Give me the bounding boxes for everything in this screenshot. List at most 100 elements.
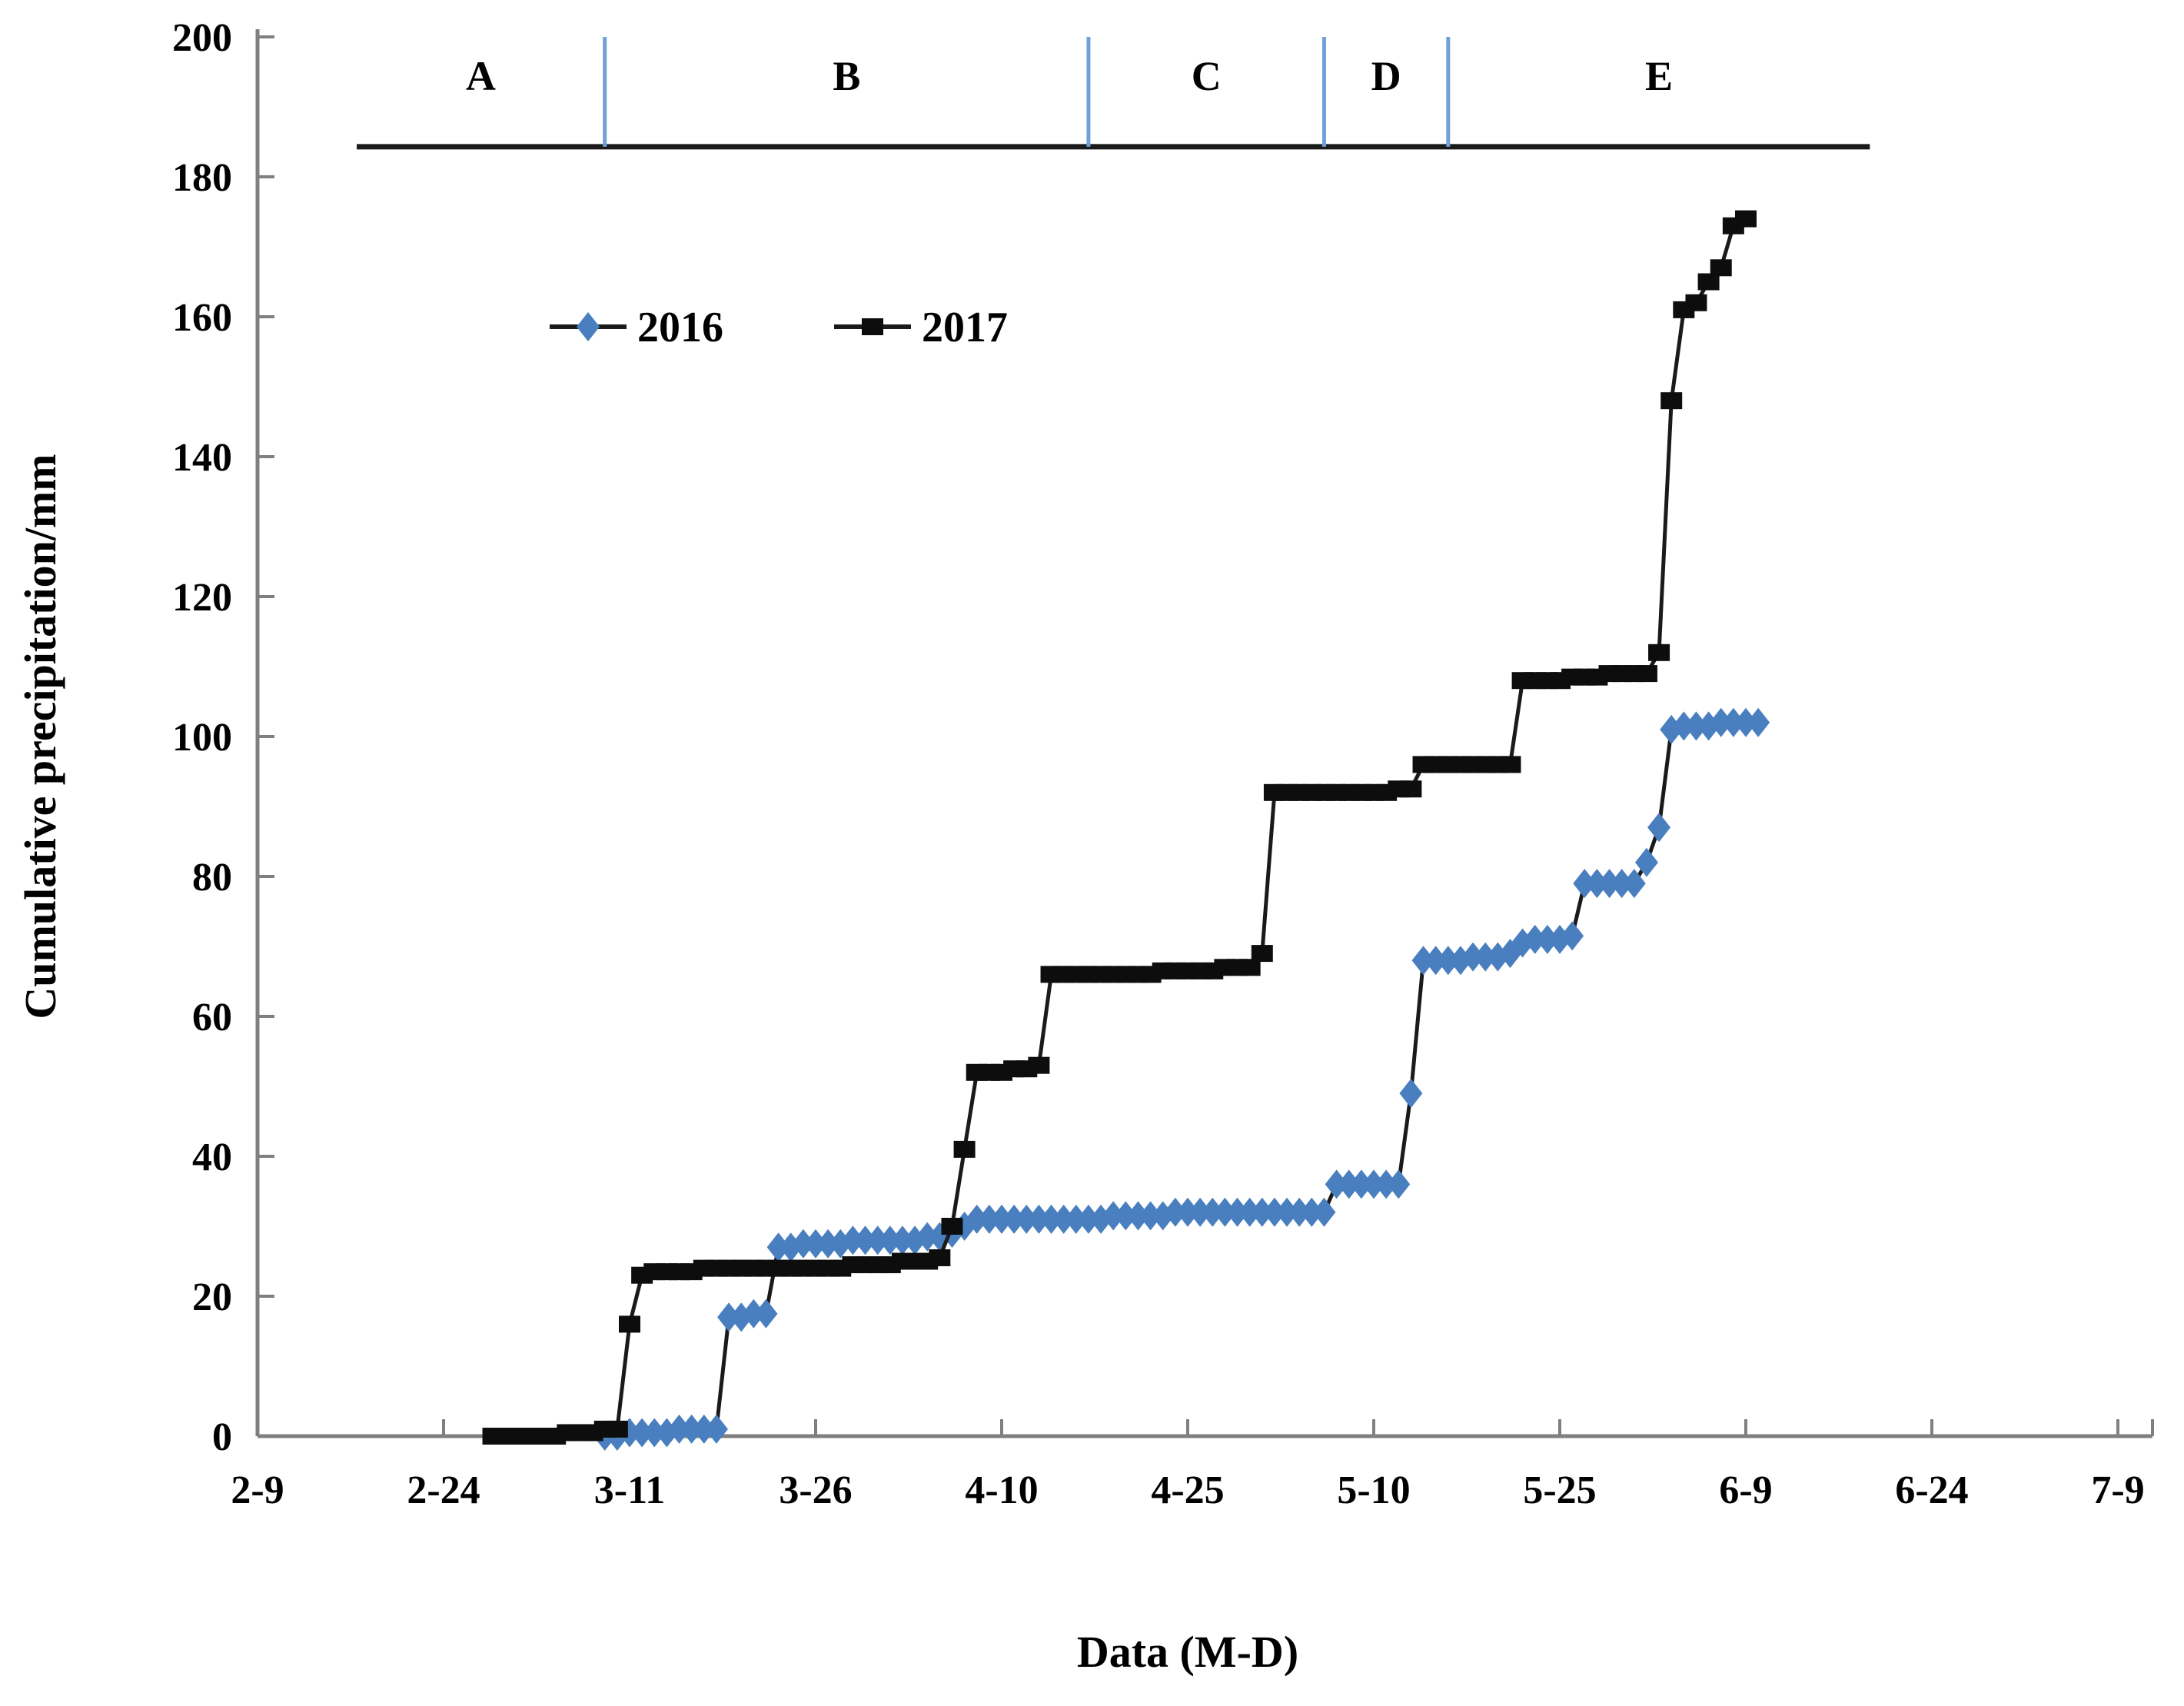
diamond-marker: [853, 1225, 877, 1255]
diamond-marker: [1399, 1079, 1423, 1109]
period-label-D: D: [1371, 53, 1401, 99]
y-tick-label: 60: [192, 996, 232, 1039]
diamond-marker: [1213, 1197, 1237, 1227]
diamond-marker: [1163, 1197, 1187, 1227]
diamond-marker: [804, 1229, 827, 1259]
diamond-marker: [1312, 1197, 1336, 1227]
period-label-E: E: [1645, 53, 1673, 99]
diamond-marker: [1262, 1197, 1286, 1227]
square-marker: [941, 1218, 963, 1235]
diamond-marker: [1721, 707, 1745, 737]
period-band: A B C D E: [357, 37, 1870, 150]
legend-label: 2017: [922, 304, 1008, 351]
y-tick-label: 120: [172, 576, 232, 620]
diamond-marker: [717, 1302, 741, 1332]
diamond-marker: [1288, 1197, 1311, 1227]
diamond-marker: [878, 1225, 902, 1255]
period-label-A: A: [466, 53, 496, 99]
square-marker: [1251, 945, 1273, 963]
diamond-marker: [667, 1414, 691, 1444]
square-marker: [929, 1249, 951, 1266]
diamond-marker: [742, 1299, 766, 1329]
diamond-marker: [1561, 921, 1584, 951]
diamond-marker: [1375, 1169, 1398, 1199]
axes: 0 20 40 60 80 100 120 140 160 180 200 2-9 2-24 3-11 3…: [172, 16, 2154, 1512]
diamond-marker: [1002, 1204, 1026, 1234]
y-tick-label: 160: [172, 296, 232, 340]
diamond-marker: [1052, 1204, 1075, 1234]
square-marker: [1685, 294, 1707, 311]
square-marker: [1635, 665, 1657, 683]
legend: 2016 2017: [550, 304, 1008, 351]
square-marker: [953, 1140, 976, 1158]
y-axis-title: Cumulative precipitation/mm: [15, 454, 65, 1019]
diamond-marker: [1201, 1197, 1225, 1227]
diamond-marker: [1610, 869, 1634, 899]
series-line-2016: [604, 720, 1759, 1438]
diamond-marker: [1436, 946, 1460, 976]
diamond-marker: [1225, 1197, 1249, 1227]
data-series: [482, 210, 1770, 1451]
diamond-marker: [1139, 1201, 1162, 1231]
square-marker: [619, 1315, 640, 1333]
square-marker: [1648, 643, 1670, 661]
diamond-marker: [1672, 711, 1696, 741]
diamond-marker: [1411, 946, 1435, 976]
diamond-marker: [866, 1225, 889, 1255]
diamond-marker: [643, 1418, 667, 1448]
diamond-marker: [1015, 1204, 1039, 1234]
y-tick-label: 100: [172, 716, 232, 760]
legend-item-2016: 2016: [550, 304, 723, 351]
diamond-marker: [1238, 1197, 1262, 1227]
square-marker: [606, 1420, 628, 1438]
diamond-marker: [1622, 869, 1646, 899]
diamond-marker: [841, 1225, 865, 1255]
x-tick-label: 5-25: [1523, 1468, 1596, 1512]
diamond-marker: [1300, 1197, 1324, 1227]
square-marker: [1400, 780, 1422, 798]
x-axis-title: Data (M-D): [1077, 1627, 1298, 1677]
diamond-marker: [1064, 1204, 1088, 1234]
square-marker: [1499, 756, 1521, 773]
diamond-marker: [1325, 1169, 1348, 1199]
diamond-marker: [1349, 1169, 1373, 1199]
diamond-marker: [1250, 1197, 1274, 1227]
x-tick-label: 5-10: [1337, 1468, 1410, 1512]
diamond-marker: [1126, 1201, 1150, 1231]
y-tick-label: 20: [192, 1275, 232, 1319]
diamond-marker: [1585, 869, 1609, 899]
x-tick-label: 4-10: [965, 1468, 1038, 1512]
diamond-marker: [692, 1414, 716, 1444]
x-axis-tick-labels: 2-9 2-24 3-11 3-26 4-10 4-25 5-10 5-25 6-9 6-24 7-…: [231, 1468, 2144, 1512]
diamond-marker: [1176, 1197, 1199, 1227]
square-marker: [1238, 959, 1261, 976]
diamond-marker: [1709, 707, 1733, 737]
x-tick-label: 3-11: [594, 1468, 665, 1512]
x-tick-label: 6-9: [1719, 1468, 1772, 1512]
x-tick-label: 7-9: [2091, 1468, 2144, 1512]
diamond-marker: [630, 1418, 654, 1448]
diamond-marker: [1424, 946, 1448, 976]
legend-square-icon: [862, 318, 883, 335]
diamond-marker: [766, 1232, 790, 1262]
y-tick-label: 140: [172, 436, 232, 480]
diamond-marker: [1734, 707, 1757, 737]
series-line-2017: [493, 217, 1747, 1438]
period-label-B: B: [833, 53, 860, 99]
diamond-marker: [1523, 924, 1547, 954]
y-tick-label: 0: [212, 1415, 232, 1459]
series-2017: [482, 210, 1757, 1445]
diamond-marker: [1573, 869, 1597, 899]
square-marker: [1660, 392, 1683, 410]
period-label-C: C: [1192, 53, 1222, 99]
y-tick-label: 200: [172, 16, 232, 60]
square-marker: [1697, 273, 1720, 291]
diamond-marker: [791, 1229, 815, 1259]
y-tick-label: 180: [172, 156, 232, 200]
diamond-marker: [1188, 1197, 1212, 1227]
diamond-marker: [680, 1414, 703, 1444]
legend-label: 2016: [637, 304, 723, 351]
diamond-marker: [1275, 1197, 1299, 1227]
